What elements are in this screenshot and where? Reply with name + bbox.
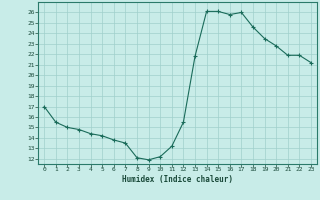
X-axis label: Humidex (Indice chaleur): Humidex (Indice chaleur) — [122, 175, 233, 184]
